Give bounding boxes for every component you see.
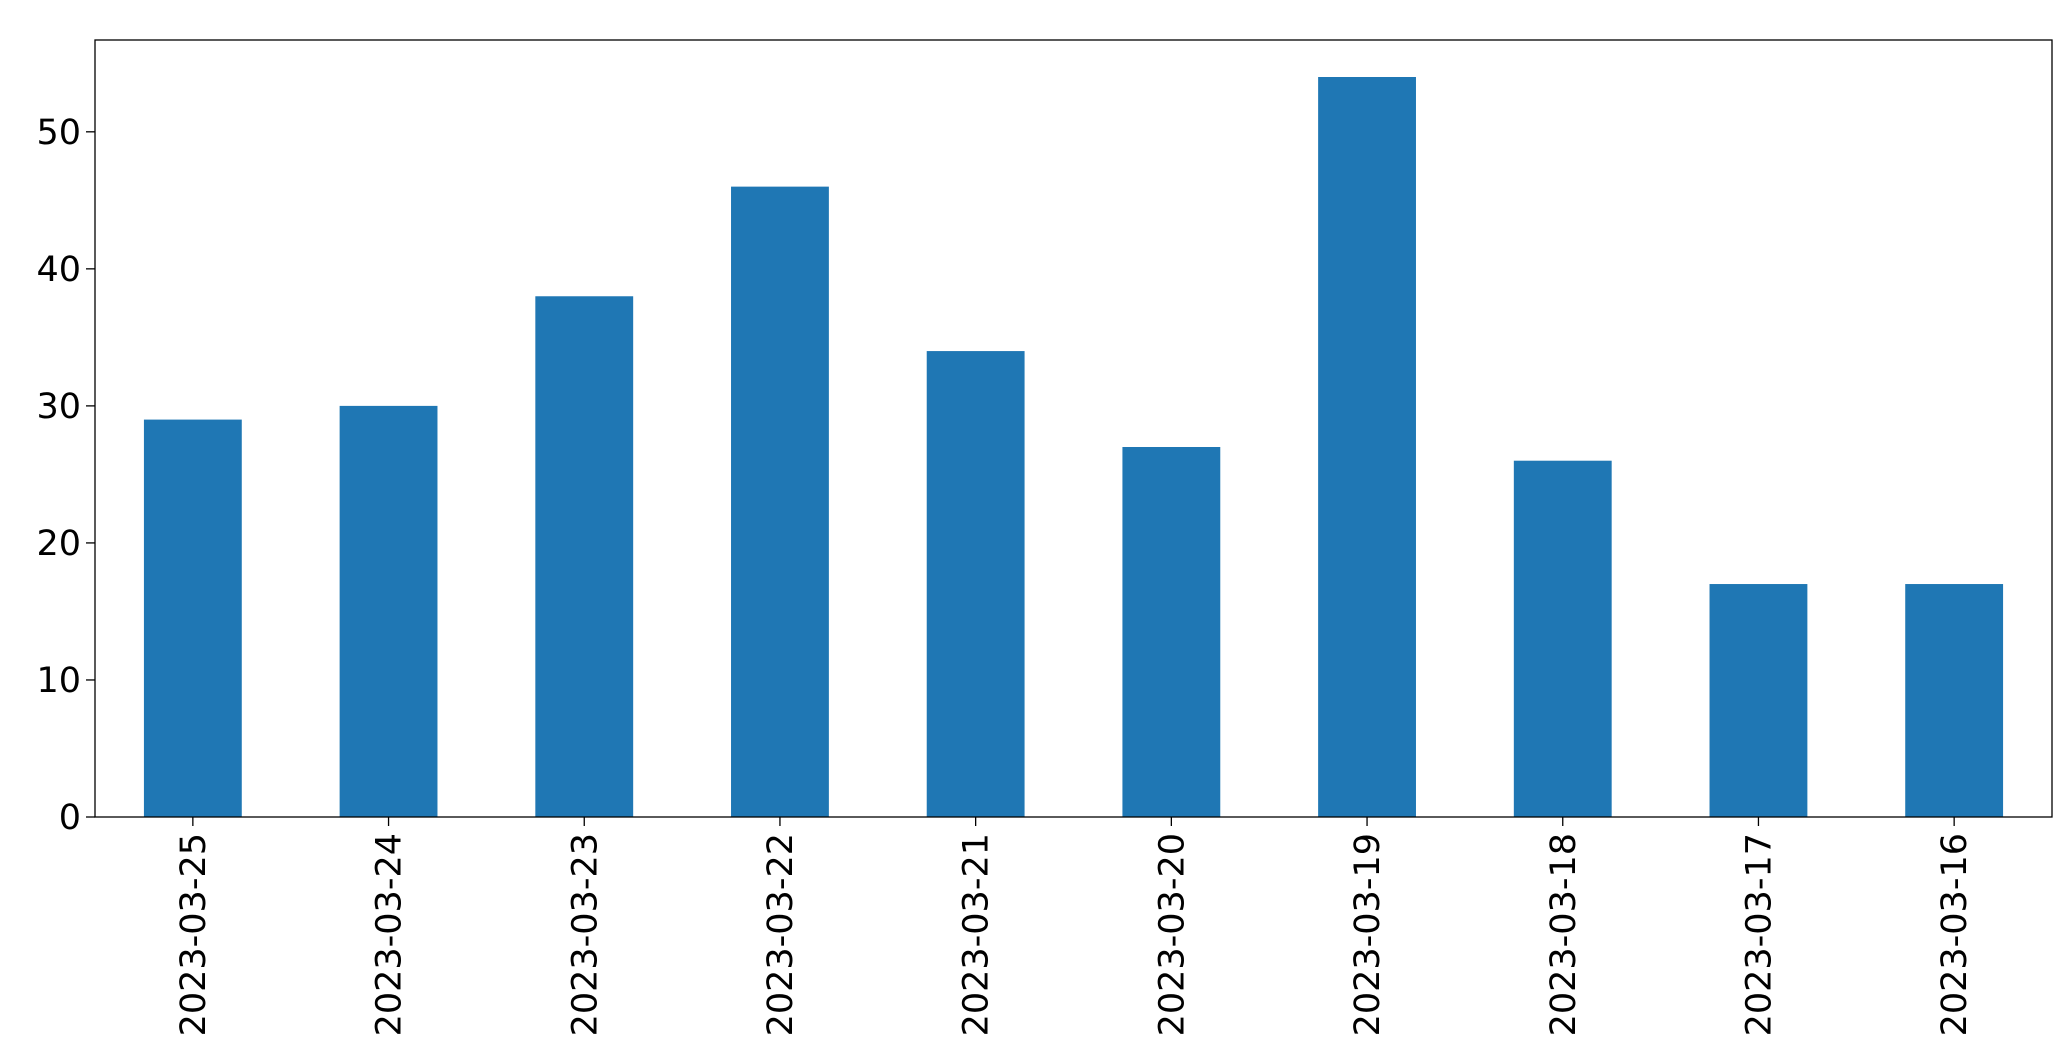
y-tick-label: 30 (36, 387, 81, 427)
bar (339, 405, 438, 817)
x-tick-label: 2023-03-21 (957, 833, 997, 1036)
bar (143, 419, 242, 817)
x-tick-label: 2023-03-20 (1152, 833, 1192, 1036)
y-tick-label: 50 (36, 113, 81, 153)
bar (535, 296, 634, 817)
x-tick-label: 2023-03-23 (565, 833, 605, 1036)
bar (1905, 584, 2004, 817)
bar (731, 186, 829, 817)
x-tick-label: 2023-03-19 (1348, 833, 1388, 1036)
x-tick-label: 2023-03-17 (1739, 833, 1779, 1036)
y-tick-label: 40 (36, 250, 81, 290)
y-tick-label: 0 (59, 798, 81, 838)
plot-frame (94, 39, 2053, 818)
y-tick-label: 20 (36, 524, 81, 564)
y-tick-label: 10 (36, 661, 81, 701)
bar (1318, 77, 1416, 817)
x-tick-label: 2023-03-25 (174, 833, 214, 1036)
x-tick-label: 2023-03-16 (1935, 833, 1975, 1036)
bar (1513, 460, 1612, 817)
bar (926, 351, 1025, 817)
x-tick-label: 2023-03-24 (370, 833, 410, 1036)
bar (1709, 584, 1808, 817)
x-tick-label: 2023-03-18 (1544, 833, 1584, 1036)
bar (1122, 447, 1221, 817)
x-tick-label: 2023-03-22 (761, 833, 801, 1036)
